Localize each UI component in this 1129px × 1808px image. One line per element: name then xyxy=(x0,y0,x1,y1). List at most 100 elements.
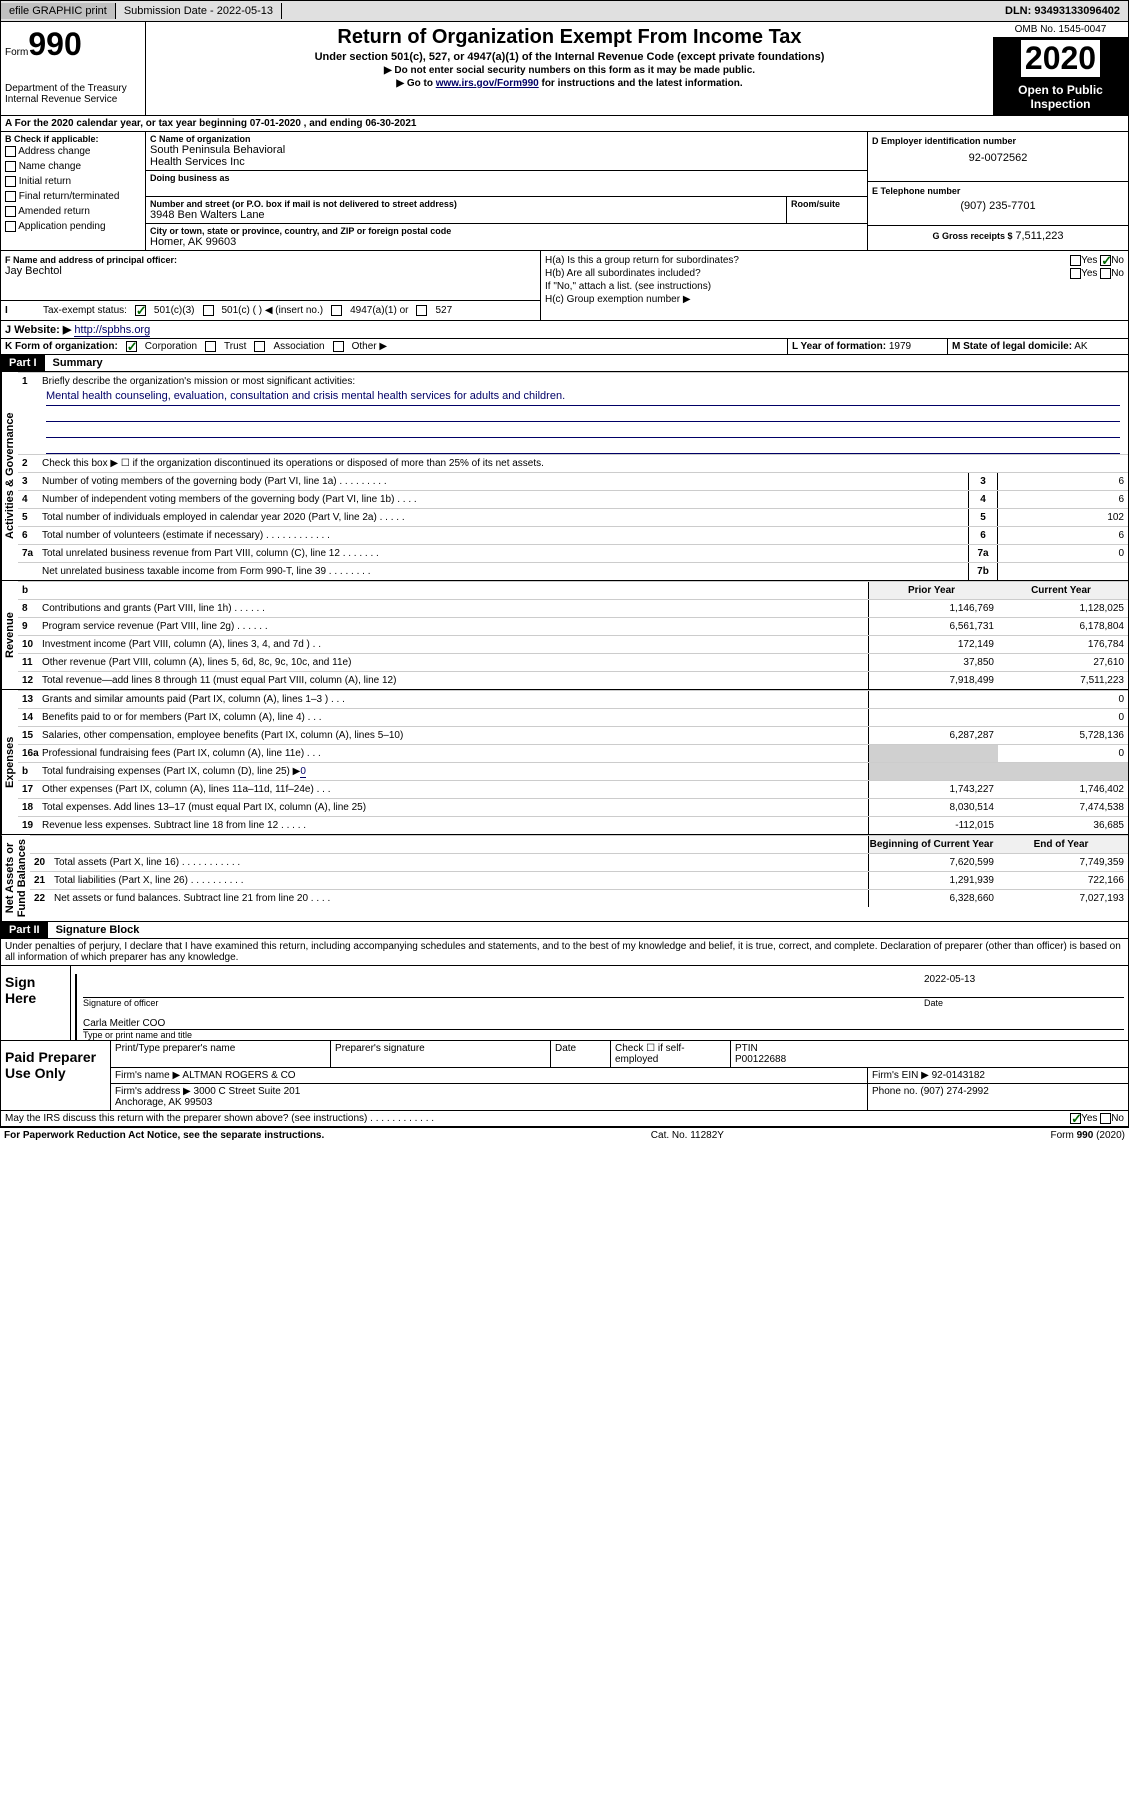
box-j-label: J Website: ▶ xyxy=(5,324,71,336)
line22-cy: 7,027,193 xyxy=(998,890,1128,907)
501c3-checkbox[interactable] xyxy=(135,305,146,316)
line7a-desc: Total unrelated business revenue from Pa… xyxy=(42,548,968,559)
line18-desc: Total expenses. Add lines 13–17 (must eq… xyxy=(42,802,868,813)
public-inspection: Open to PublicInspection xyxy=(993,79,1128,115)
revenue-label: Revenue xyxy=(1,581,18,689)
line17-desc: Other expenses (Part IX, column (A), lin… xyxy=(42,784,868,795)
boxb-check-5[interactable] xyxy=(5,221,16,232)
line18-cy: 7,474,538 xyxy=(998,799,1128,816)
4947-checkbox[interactable] xyxy=(331,305,342,316)
line16a-desc: Professional fundraising fees (Part IX, … xyxy=(42,748,868,759)
boxb-check-1[interactable] xyxy=(5,161,16,172)
hb-yes[interactable] xyxy=(1070,268,1081,279)
line22-desc: Net assets or fund balances. Subtract li… xyxy=(54,893,868,904)
line6-value: 6 xyxy=(998,527,1128,544)
line13-cy: 0 xyxy=(998,691,1128,708)
instruction-2: ▶ Go to www.irs.gov/Form990 for instruct… xyxy=(150,78,989,89)
corp-checkbox[interactable] xyxy=(126,341,137,352)
part2-label: Part II xyxy=(1,922,48,938)
principal-officer: Jay Bechtol xyxy=(5,265,536,277)
527-checkbox[interactable] xyxy=(416,305,427,316)
assoc-checkbox[interactable] xyxy=(254,341,265,352)
line19-desc: Revenue less expenses. Subtract line 18 … xyxy=(42,820,868,831)
line21-py: 1,291,939 xyxy=(868,872,998,889)
line15-desc: Salaries, other compensation, employee b… xyxy=(42,730,868,741)
boxb-check-0[interactable] xyxy=(5,146,16,157)
street-label: Number and street (or P.O. box if mail i… xyxy=(150,199,782,209)
line15-cy: 5,728,136 xyxy=(998,727,1128,744)
part1-label: Part I xyxy=(1,355,45,371)
ha-label: H(a) Is this a group return for subordin… xyxy=(545,255,739,266)
box-m-label: M State of legal domicile: xyxy=(952,341,1072,352)
irs-link[interactable]: www.irs.gov/Form990 xyxy=(436,78,539,89)
line12-desc: Total revenue—add lines 8 through 11 (mu… xyxy=(42,675,868,686)
line12-cy: 7,511,223 xyxy=(998,672,1128,689)
line11-py: 37,850 xyxy=(868,654,998,671)
telephone: (907) 235-7701 xyxy=(872,200,1124,212)
firm-name-label: Firm's name ▶ xyxy=(115,1070,180,1081)
perjury-statement: Under penalties of perjury, I declare th… xyxy=(0,939,1129,966)
other-checkbox[interactable] xyxy=(333,341,344,352)
boxb-check-3[interactable] xyxy=(5,191,16,202)
line9-py: 6,561,731 xyxy=(868,618,998,635)
line3-value: 6 xyxy=(998,473,1128,490)
line19-cy: 36,685 xyxy=(998,817,1128,834)
section-bcde-row: B Check if applicable: Address change Na… xyxy=(0,132,1129,251)
boxb-check-4[interactable] xyxy=(5,206,16,217)
firm-addr-label: Firm's address ▶ xyxy=(115,1086,191,1097)
paperwork-notice: For Paperwork Reduction Act Notice, see … xyxy=(4,1130,324,1141)
ptin-label: PTIN xyxy=(735,1043,758,1054)
form-label: Form xyxy=(5,47,28,58)
city-state-zip: Homer, AK 99603 xyxy=(150,236,863,248)
line7b-value xyxy=(998,563,1128,580)
line6-desc: Total number of volunteers (estimate if … xyxy=(42,530,968,541)
discuss-yes[interactable] xyxy=(1070,1113,1081,1124)
sign-here-section: Sign Here 2022-05-13 Signature of office… xyxy=(0,966,1129,1041)
line14-cy: 0 xyxy=(998,709,1128,726)
box-l-label: L Year of formation: xyxy=(792,341,886,352)
ptin-value: P00122688 xyxy=(735,1054,786,1065)
hb-no[interactable] xyxy=(1100,268,1111,279)
box-d-label: D Employer identification number xyxy=(872,136,1124,146)
line11-cy: 27,610 xyxy=(998,654,1128,671)
line8-desc: Contributions and grants (Part VIII, lin… xyxy=(42,603,868,614)
website-link[interactable]: http://spbhs.org xyxy=(74,324,150,337)
line11-desc: Other revenue (Part VIII, column (A), li… xyxy=(42,657,868,668)
line5-value: 102 xyxy=(998,509,1128,526)
trust-checkbox[interactable] xyxy=(205,341,216,352)
firm-phone: (907) 274-2992 xyxy=(920,1086,988,1097)
box-f-label: F Name and address of principal officer: xyxy=(5,255,536,265)
line20-py: 7,620,599 xyxy=(868,854,998,871)
line21-desc: Total liabilities (Part X, line 26) . . … xyxy=(54,875,868,886)
sign-date: 2022-05-13 xyxy=(924,974,1124,997)
ha-no[interactable] xyxy=(1100,255,1111,266)
expenses-label: Expenses xyxy=(1,690,18,834)
end-year-header: End of Year xyxy=(998,836,1128,853)
discuss-no[interactable] xyxy=(1100,1113,1111,1124)
prep-sig-header: Preparer's signature xyxy=(331,1041,551,1067)
box-i-label: Tax-exempt status: xyxy=(43,305,127,316)
firm-ein-label: Firm's EIN ▶ xyxy=(872,1070,929,1081)
box-g-label: G Gross receipts $ xyxy=(933,231,1013,241)
line10-py: 172,149 xyxy=(868,636,998,653)
self-employed-check: Check ☐ if self-employed xyxy=(611,1041,731,1067)
ha-yes[interactable] xyxy=(1070,255,1081,266)
governance-section: Activities & Governance 1Briefly describ… xyxy=(0,372,1129,581)
hb-note: If "No," attach a list. (see instruction… xyxy=(545,281,1124,292)
efile-print-button[interactable]: efile GRAPHIC print xyxy=(1,3,116,19)
line14-desc: Benefits paid to or for members (Part IX… xyxy=(42,712,868,723)
box-e-label: E Telephone number xyxy=(872,186,1124,196)
line20-cy: 7,749,359 xyxy=(998,854,1128,871)
netassets-label: Net Assets or Fund Balances xyxy=(1,835,30,921)
part1-header: Part I Summary xyxy=(0,355,1129,372)
prep-date-header: Date xyxy=(551,1041,611,1067)
dba-label: Doing business as xyxy=(150,173,863,183)
line12-py: 7,918,499 xyxy=(868,672,998,689)
line4-value: 6 xyxy=(998,491,1128,508)
line7b-desc: Net unrelated business taxable income fr… xyxy=(42,566,968,577)
box-k-label: K Form of organization: xyxy=(5,341,118,352)
501c-checkbox[interactable] xyxy=(203,305,214,316)
boxb-check-2[interactable] xyxy=(5,176,16,187)
line22-py: 6,328,660 xyxy=(868,890,998,907)
cat-number: Cat. No. 11282Y xyxy=(651,1130,724,1141)
